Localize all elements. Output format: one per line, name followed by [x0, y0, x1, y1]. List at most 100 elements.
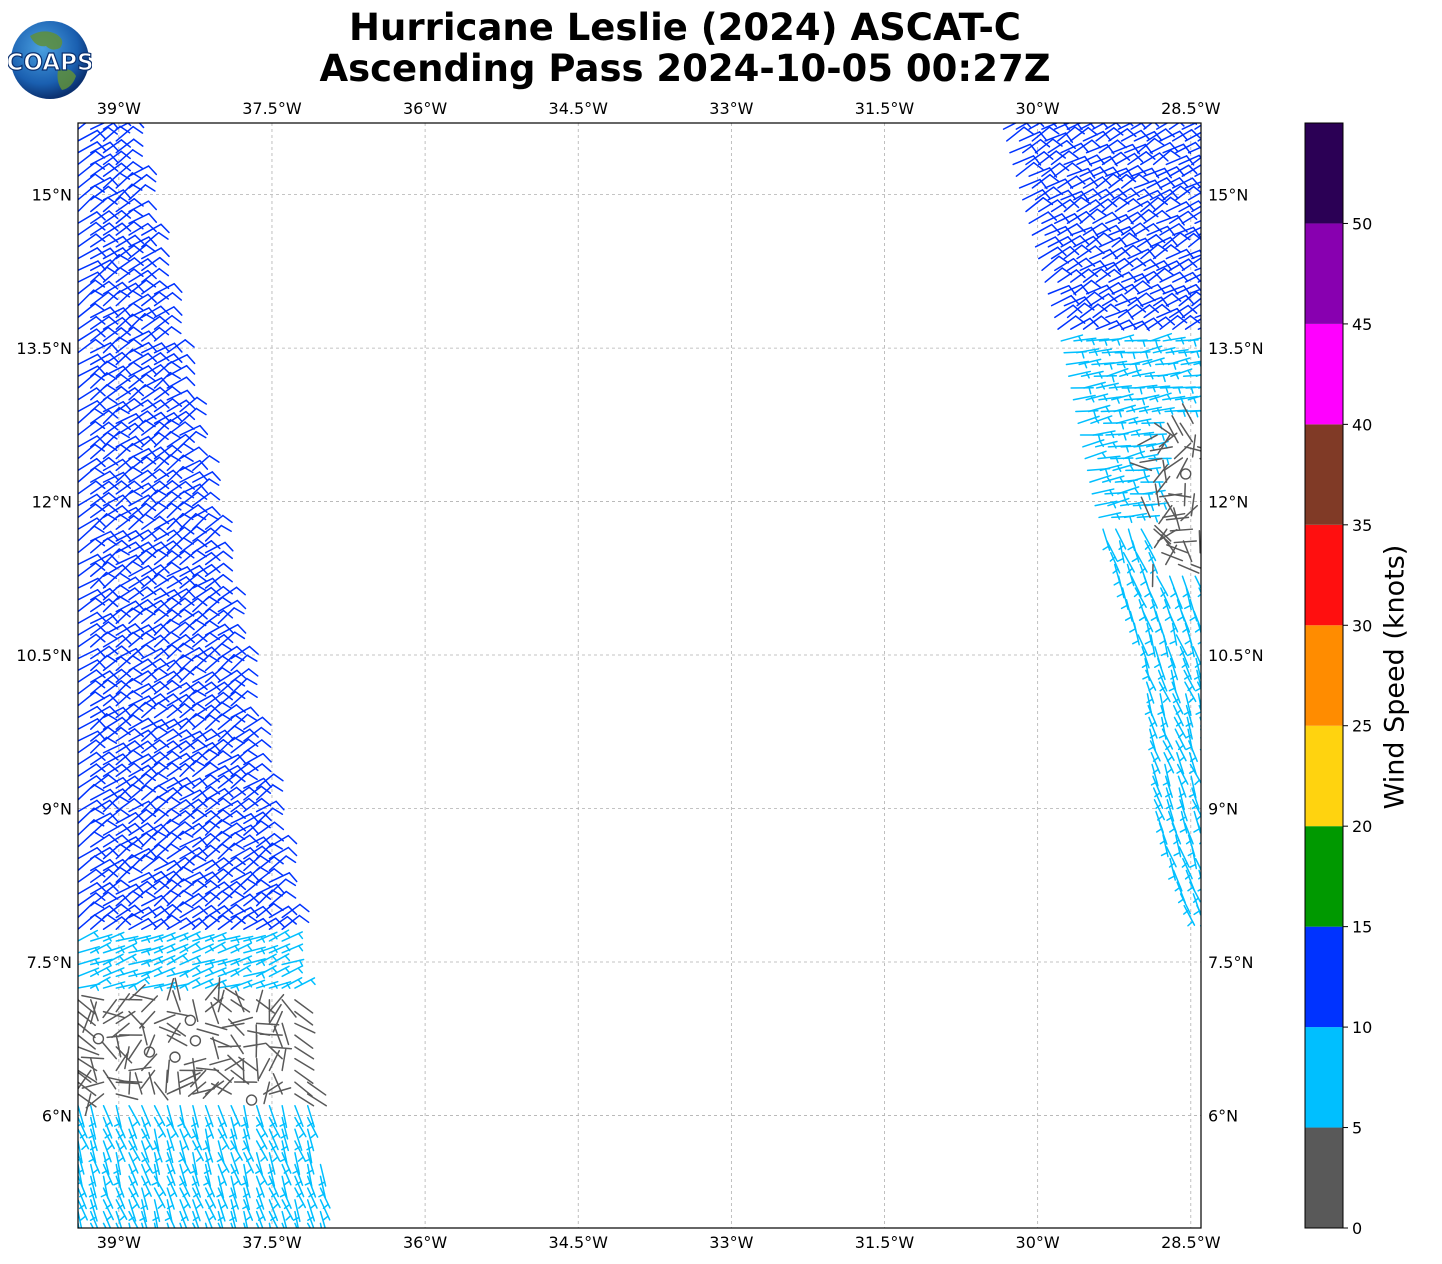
wind-barb	[78, 328, 106, 342]
wind-barb	[204, 634, 234, 648]
wind-barb	[1133, 270, 1163, 283]
wind-barb	[128, 717, 157, 730]
wind-barb	[78, 669, 106, 683]
wind-barb	[78, 129, 106, 142]
wind-barb	[1085, 232, 1114, 248]
wind-barb	[141, 739, 170, 754]
wind-barb	[192, 478, 220, 495]
wind-barb	[78, 648, 107, 660]
wind-barb	[1130, 431, 1155, 440]
wind-barb	[230, 1140, 243, 1162]
wind-barb	[1160, 834, 1169, 858]
wind-barb	[243, 934, 266, 943]
wind-barb	[1143, 209, 1172, 225]
wind-barb	[216, 1175, 225, 1199]
wind-barb	[268, 1050, 281, 1072]
wind-barb	[1175, 232, 1201, 248]
wind-barb	[294, 1187, 307, 1209]
wind-barb	[158, 1026, 181, 1036]
wind-barb	[1092, 303, 1121, 319]
wind-barb	[1146, 267, 1175, 283]
wind-barb	[192, 506, 221, 519]
wind-barb	[1194, 657, 1201, 681]
wind-barb	[306, 1081, 327, 1096]
wind-barb	[1175, 634, 1188, 656]
wind-barb	[268, 905, 298, 919]
wind-barb	[217, 856, 246, 872]
wind-barb	[141, 352, 170, 366]
wind-barb	[115, 515, 144, 530]
wind-barb	[1111, 187, 1140, 201]
wind-barb	[90, 123, 119, 130]
wind-barb	[217, 773, 246, 789]
wind-barb	[102, 1011, 124, 1025]
wind-barb	[1178, 154, 1201, 166]
wind-barb	[128, 670, 157, 683]
wind-barb	[90, 833, 119, 848]
wind-barb	[1031, 173, 1060, 189]
colorbar-tick-label: 45	[1352, 315, 1372, 334]
wind-barb	[102, 572, 131, 589]
wind-barb	[227, 1054, 245, 1072]
wind-barb	[166, 810, 195, 825]
wind-barb	[1085, 393, 1109, 402]
wind-barb	[78, 831, 105, 848]
wind-barb	[1091, 488, 1115, 497]
wind-barb	[115, 969, 139, 978]
wind-barb	[1116, 540, 1125, 564]
wind-barb	[243, 753, 272, 766]
wind-barb	[1104, 491, 1128, 500]
wind-barb	[1090, 415, 1113, 425]
wind-barb	[217, 1152, 230, 1174]
wind-barb	[1148, 716, 1158, 739]
wind-barb	[204, 1222, 208, 1228]
wind-barb	[1015, 161, 1044, 177]
wind-barb	[1193, 810, 1201, 834]
wind-barb	[1150, 599, 1159, 622]
wind-barb	[128, 917, 158, 930]
wind-barb	[230, 1210, 237, 1228]
wind-barb	[141, 667, 169, 683]
wind-barb	[255, 1175, 265, 1198]
wind-barb	[78, 679, 106, 695]
wind-barb	[153, 529, 183, 542]
wind-barb	[1102, 422, 1127, 430]
wind-barb	[90, 1152, 101, 1174]
wind-barb	[192, 620, 220, 636]
wind-barb	[166, 1084, 189, 1095]
wind-barb	[281, 1210, 288, 1228]
wind-barb	[1154, 524, 1172, 542]
wind-barb	[128, 822, 157, 836]
wind-barb	[141, 247, 170, 260]
colorbar-bin	[1305, 625, 1343, 726]
wind-barb	[90, 763, 119, 778]
wind-barb	[153, 326, 182, 342]
wind-barb	[1037, 150, 1067, 166]
wind-barb	[255, 821, 285, 836]
calm-wind-circle	[189, 1035, 202, 1047]
wind-barb	[115, 655, 144, 672]
wind-barb	[141, 772, 169, 789]
wind-barb	[1144, 540, 1157, 562]
wind-barb	[1130, 123, 1160, 130]
wind-barb	[255, 1152, 263, 1175]
wind-barb	[1162, 395, 1186, 404]
wind-barb	[294, 1034, 314, 1049]
wind-barb	[153, 787, 183, 801]
wind-barb	[166, 1116, 179, 1139]
wind-barb	[213, 996, 232, 1013]
wind-barb	[1100, 409, 1125, 418]
wind-barb	[1154, 483, 1160, 507]
wind-barb	[102, 480, 132, 495]
wind-barb	[268, 965, 291, 978]
wind-barb	[166, 566, 196, 578]
wind-barb	[204, 655, 233, 672]
wind-barb	[1124, 599, 1133, 622]
wind-barb	[124, 1046, 130, 1070]
wind-barb	[166, 501, 194, 519]
wind-barb	[115, 489, 143, 507]
wind-barb	[281, 977, 303, 989]
wind-barb	[115, 1199, 128, 1221]
wind-barb	[1158, 822, 1168, 845]
wind-barb	[115, 1034, 122, 1058]
